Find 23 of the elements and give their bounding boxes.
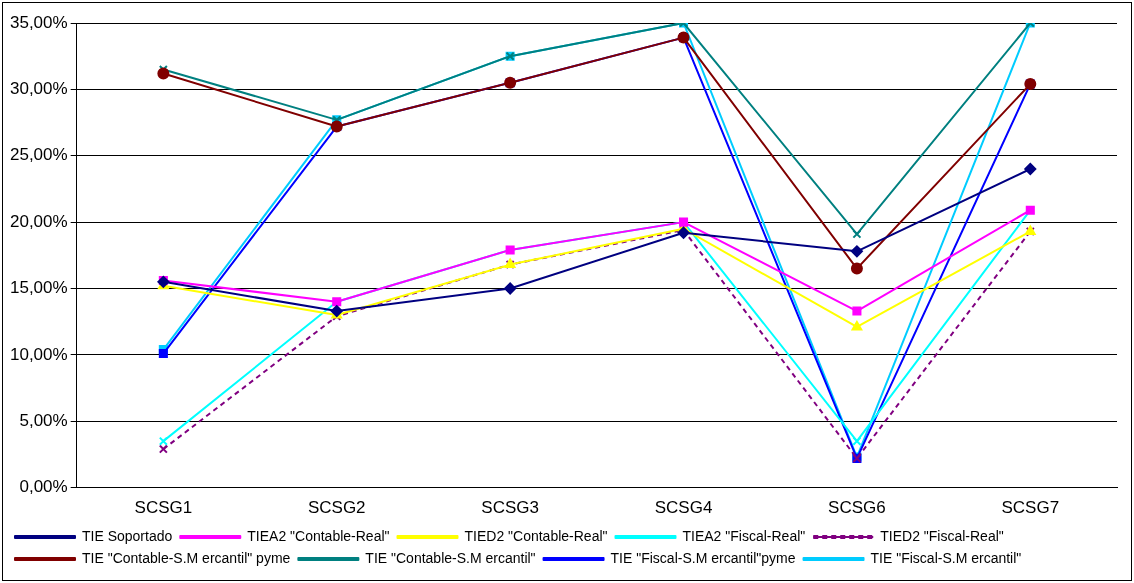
x-tick-label: SCSG7 bbox=[1001, 498, 1060, 518]
y-tick-label: 25,00% bbox=[9, 145, 68, 165]
y-tick-label: 10,00% bbox=[9, 344, 68, 364]
legend-label: TIE "Contable-S.M ercantil" bbox=[365, 549, 536, 566]
x-tick-label: SCSG6 bbox=[828, 498, 886, 518]
y-tick-label: 5,00% bbox=[19, 410, 68, 430]
x-tick-label: SCSG2 bbox=[307, 498, 366, 518]
y-tick-label: 0,00% bbox=[19, 477, 68, 497]
legend-label: TIE "Fiscal-S.M ercantil" bbox=[870, 549, 1022, 566]
legend-label: TIEA2 "Contable-Real" bbox=[247, 527, 390, 544]
y-tick-label: 15,00% bbox=[9, 278, 68, 298]
x-tick-label: SCSG4 bbox=[654, 498, 713, 518]
legend-label: TIEA2 "Fiscal-Real" bbox=[682, 527, 806, 544]
x-tick-label: SCSG1 bbox=[134, 498, 193, 518]
legend-label: TIE Soportado bbox=[82, 527, 173, 544]
y-tick-label: 20,00% bbox=[9, 211, 68, 231]
x-tick-label: SCSG3 bbox=[481, 498, 539, 518]
legend-label: TIE "Fiscal-S.M ercantil"pyme bbox=[610, 549, 796, 566]
legend-label: TIED2 "Contable-Real" bbox=[464, 527, 608, 544]
y-tick-label: 35,00% bbox=[9, 12, 68, 32]
y-tick-label: 30,00% bbox=[9, 79, 68, 99]
legend-label: TIED2 "Fiscal-Real" bbox=[880, 527, 1004, 544]
legend-label: TIE "Contable-S.M ercantil" pyme bbox=[82, 549, 291, 566]
